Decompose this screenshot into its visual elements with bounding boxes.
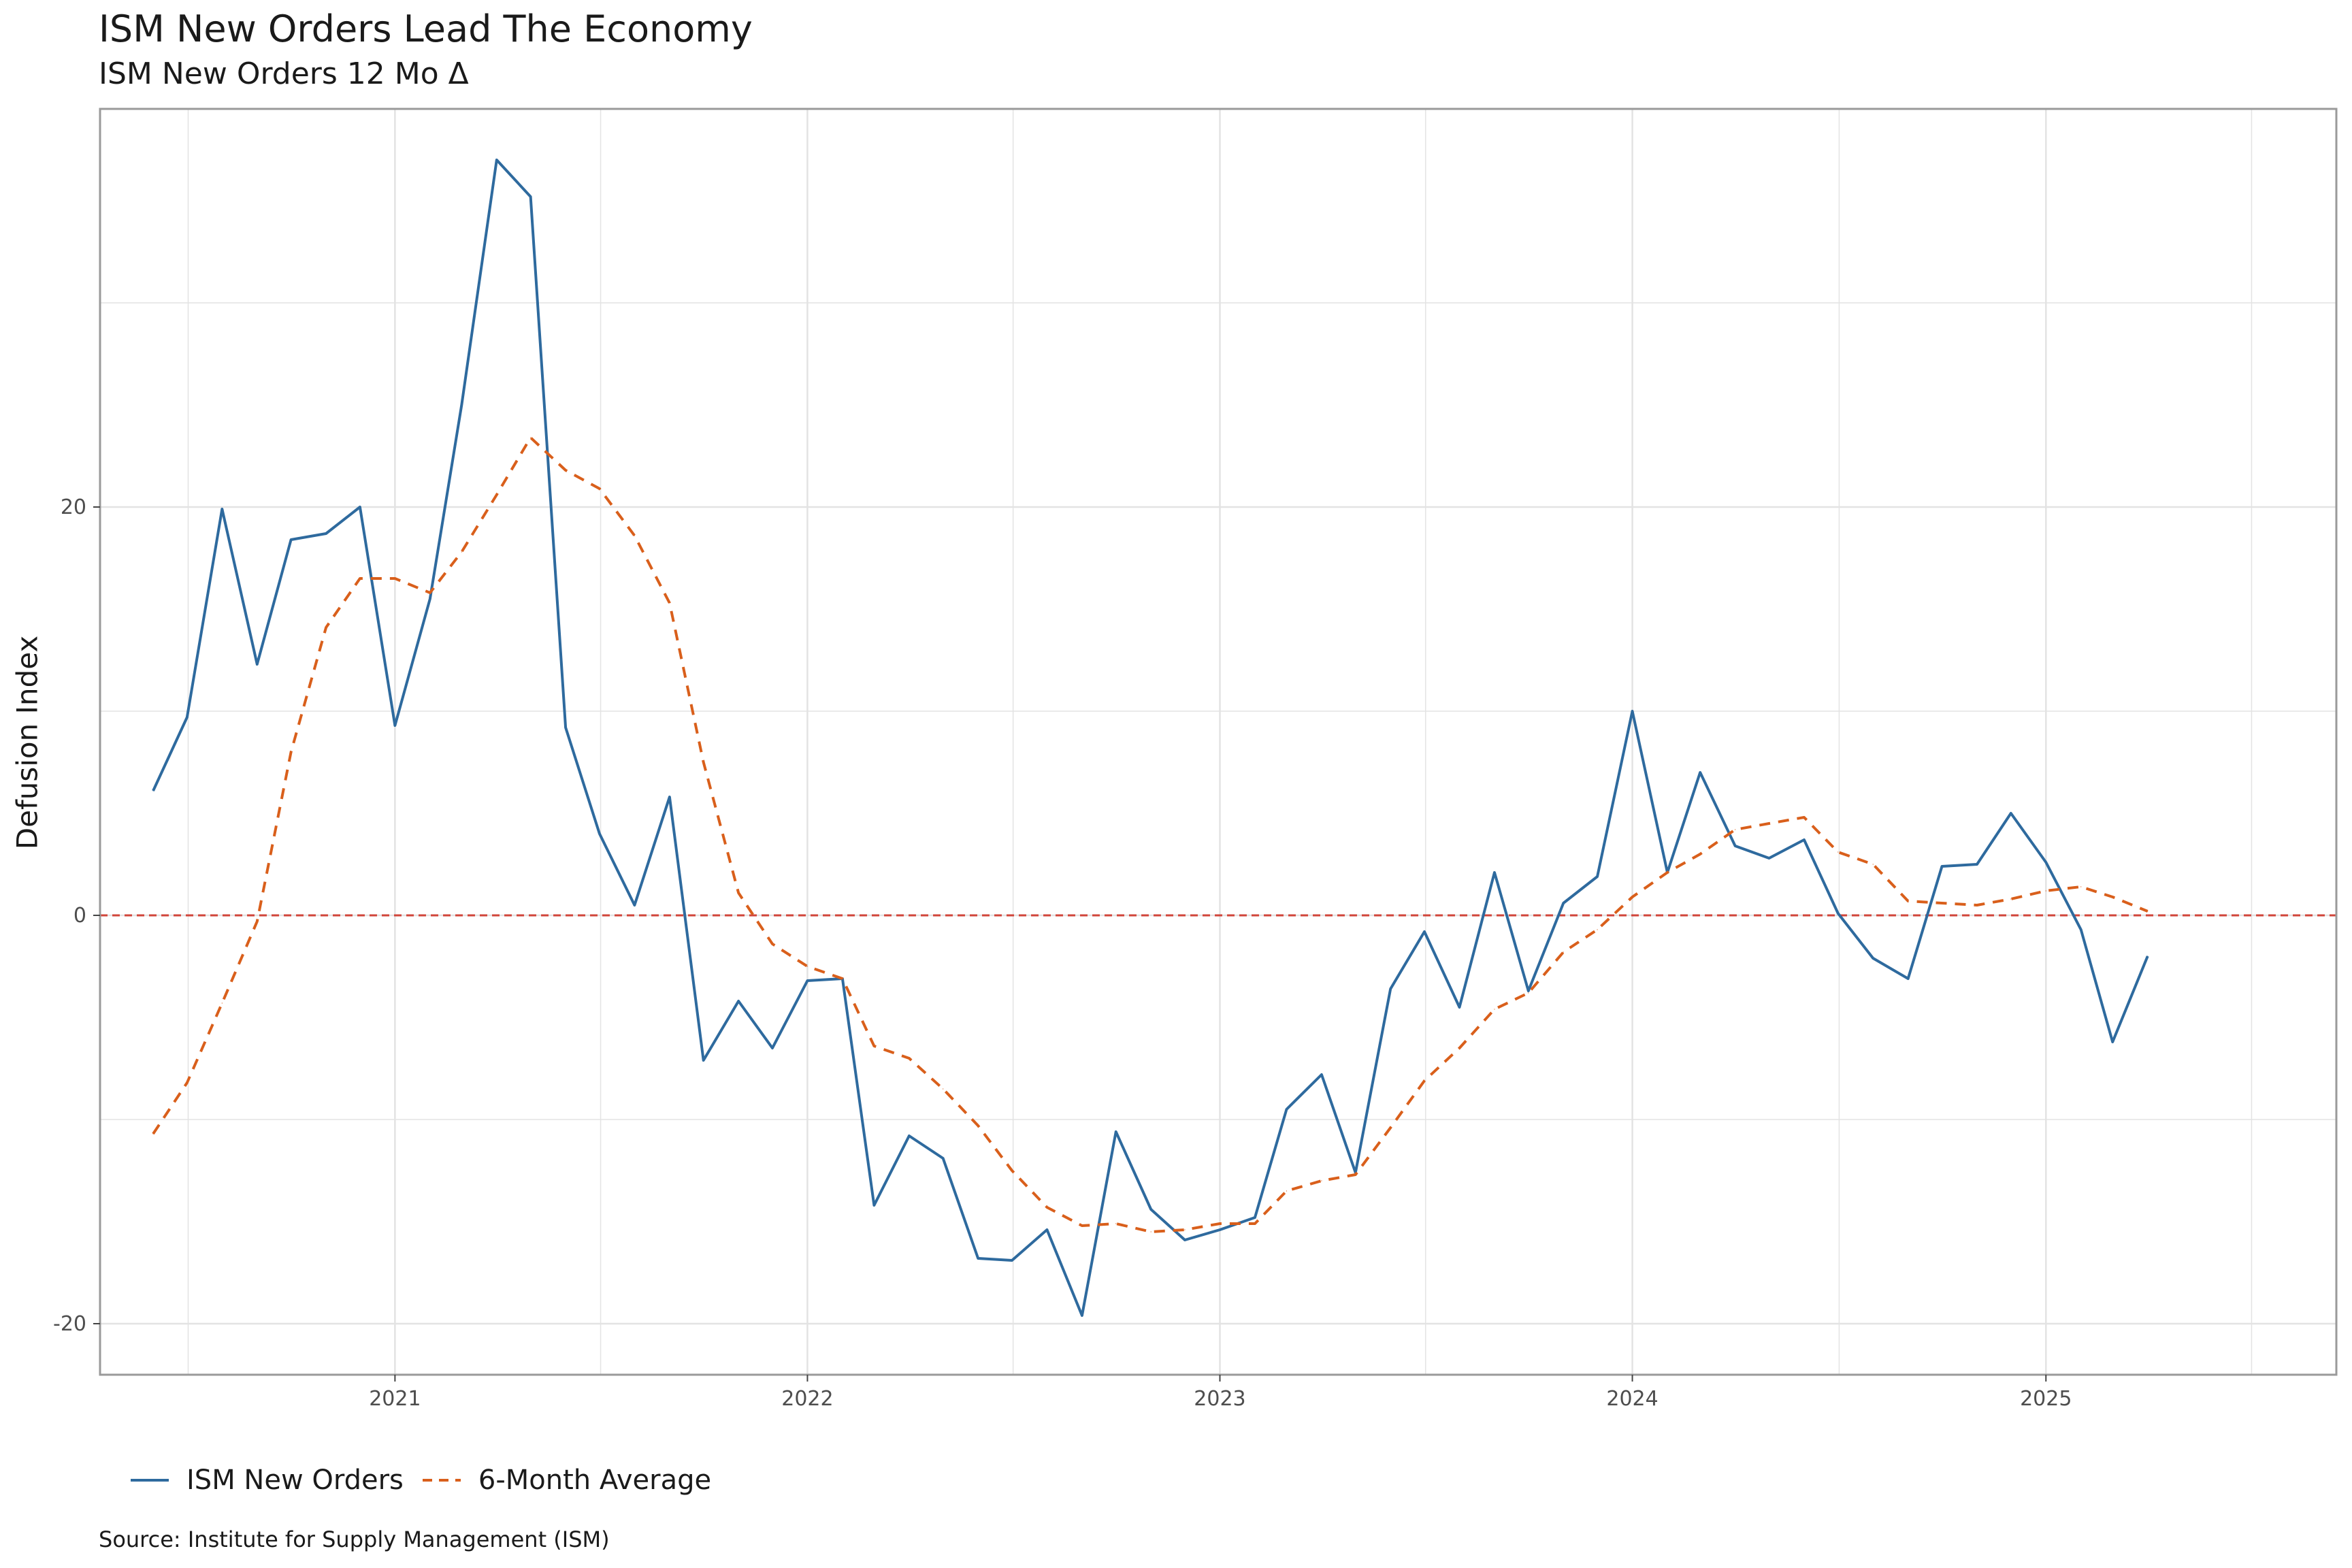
axis-ticks <box>93 506 2047 1382</box>
data-point-6-month-average <box>221 1002 223 1004</box>
minor-gridlines <box>100 109 2336 1375</box>
data-point-ism-new-orders <box>325 533 327 534</box>
data-point-ism-new-orders <box>429 598 431 600</box>
major-gridlines <box>100 109 2336 1375</box>
legend-label: ISM New Orders <box>186 1465 404 1496</box>
x-tick-label: 2021 <box>369 1387 421 1411</box>
data-point-ism-new-orders <box>806 980 808 981</box>
x-tick-label: 2023 <box>1194 1387 1245 1411</box>
data-point-6-month-average <box>1254 1223 1256 1224</box>
legend-key-dashed <box>422 1479 461 1482</box>
data-point-6-month-average <box>1458 1047 1460 1049</box>
data-point-6-month-average <box>1528 992 1529 994</box>
chart-title: ISM New Orders Lead The Economy <box>99 7 753 50</box>
data-point-6-month-average <box>152 1133 154 1134</box>
data-point-ism-new-orders <box>1528 990 1529 992</box>
data-point-6-month-average <box>2080 886 2082 887</box>
data-point-6-month-average <box>669 602 670 604</box>
data-point-6-month-average <box>1976 904 1978 906</box>
legend-label: 6-Month Average <box>478 1465 712 1496</box>
data-point-6-month-average <box>496 494 497 495</box>
data-point-6-month-average <box>1011 1170 1013 1171</box>
legend-item-ism-new-orders: ISM New Orders <box>129 1465 404 1496</box>
data-point-ism-new-orders <box>461 404 462 406</box>
data-point-6-month-average <box>530 437 532 438</box>
data-point-ism-new-orders <box>1631 710 1633 712</box>
data-point-ism-new-orders <box>634 904 635 906</box>
data-point-ism-new-orders <box>152 790 154 791</box>
data-point-ism-new-orders <box>1254 1217 1256 1218</box>
data-point-ism-new-orders <box>221 508 223 510</box>
data-point-6-month-average <box>1286 1190 1288 1192</box>
data-point-ism-new-orders <box>738 1000 739 1002</box>
data-point-6-month-average <box>461 551 462 553</box>
tick-labels: 2021 2022 2023 2024 2025 -20 0 20 <box>53 495 2072 1411</box>
data-point-6-month-average <box>634 535 635 536</box>
y-tick-label: -20 <box>53 1312 86 1336</box>
x-tick-label: 2024 <box>1606 1387 1658 1411</box>
legend-key-solid <box>131 1479 169 1482</box>
x-tick-label: 2025 <box>2020 1387 2072 1411</box>
data-point-ism-new-orders <box>1081 1315 1083 1316</box>
source-caption: Source: Institute for Supply Management … <box>99 1526 610 1552</box>
data-point-6-month-average <box>1150 1231 1152 1232</box>
data-point-6-month-average <box>1184 1229 1186 1230</box>
data-point-ism-new-orders <box>1563 902 1564 904</box>
x-tick-label: 2022 <box>781 1387 833 1411</box>
data-point-ism-new-orders <box>2080 929 2082 930</box>
data-point-6-month-average <box>1355 1174 1356 1175</box>
data-point-6-month-average <box>429 592 431 593</box>
data-point-ism-new-orders <box>1115 1131 1117 1132</box>
data-point-6-month-average <box>1390 1127 1391 1128</box>
y-tick-label: 20 <box>61 495 86 519</box>
data-point-ism-new-orders <box>359 506 361 508</box>
data-point-6-month-average <box>1081 1225 1083 1226</box>
data-point-ism-new-orders <box>496 159 497 161</box>
data-point-ism-new-orders <box>1321 1074 1322 1075</box>
data-point-6-month-average <box>2010 898 2012 900</box>
series-group <box>152 159 2149 1317</box>
series-line-ism-new-orders <box>152 159 2149 1317</box>
data-point-6-month-average <box>873 1045 875 1047</box>
data-point-6-month-average <box>738 892 739 894</box>
data-point-ism-new-orders <box>565 727 566 728</box>
series-line-6-month-average <box>152 436 2149 1233</box>
data-point-ism-new-orders <box>2112 1041 2113 1043</box>
data-point-6-month-average <box>977 1125 979 1126</box>
chart-subtitle: ISM New Orders 12 Mo Δ <box>99 56 469 91</box>
data-point-6-month-average <box>1321 1180 1322 1181</box>
legend-item-6-month-average: 6-Month Average <box>421 1465 711 1496</box>
data-point-6-month-average <box>1699 853 1701 855</box>
data-point-6-month-average <box>2112 896 2113 898</box>
data-point-ism-new-orders <box>669 796 670 798</box>
data-point-ism-new-orders <box>530 196 532 197</box>
panel-border <box>99 108 2338 1376</box>
legend: ISM New Orders 6-Month Average <box>129 1456 729 1504</box>
data-point-ism-new-orders <box>1390 988 1391 990</box>
data-point-6-month-average <box>842 978 843 979</box>
data-point-ism-new-orders <box>1184 1239 1186 1241</box>
data-point-6-month-average <box>599 488 600 489</box>
data-point-6-month-average <box>1563 951 1564 953</box>
data-point-ism-new-orders <box>599 833 600 834</box>
data-point-6-month-average <box>1631 896 1633 898</box>
data-point-6-month-average <box>1115 1223 1117 1224</box>
data-point-ism-new-orders <box>1803 839 1805 840</box>
data-point-6-month-average <box>186 1082 188 1083</box>
y-tick-label: 0 <box>74 904 86 928</box>
